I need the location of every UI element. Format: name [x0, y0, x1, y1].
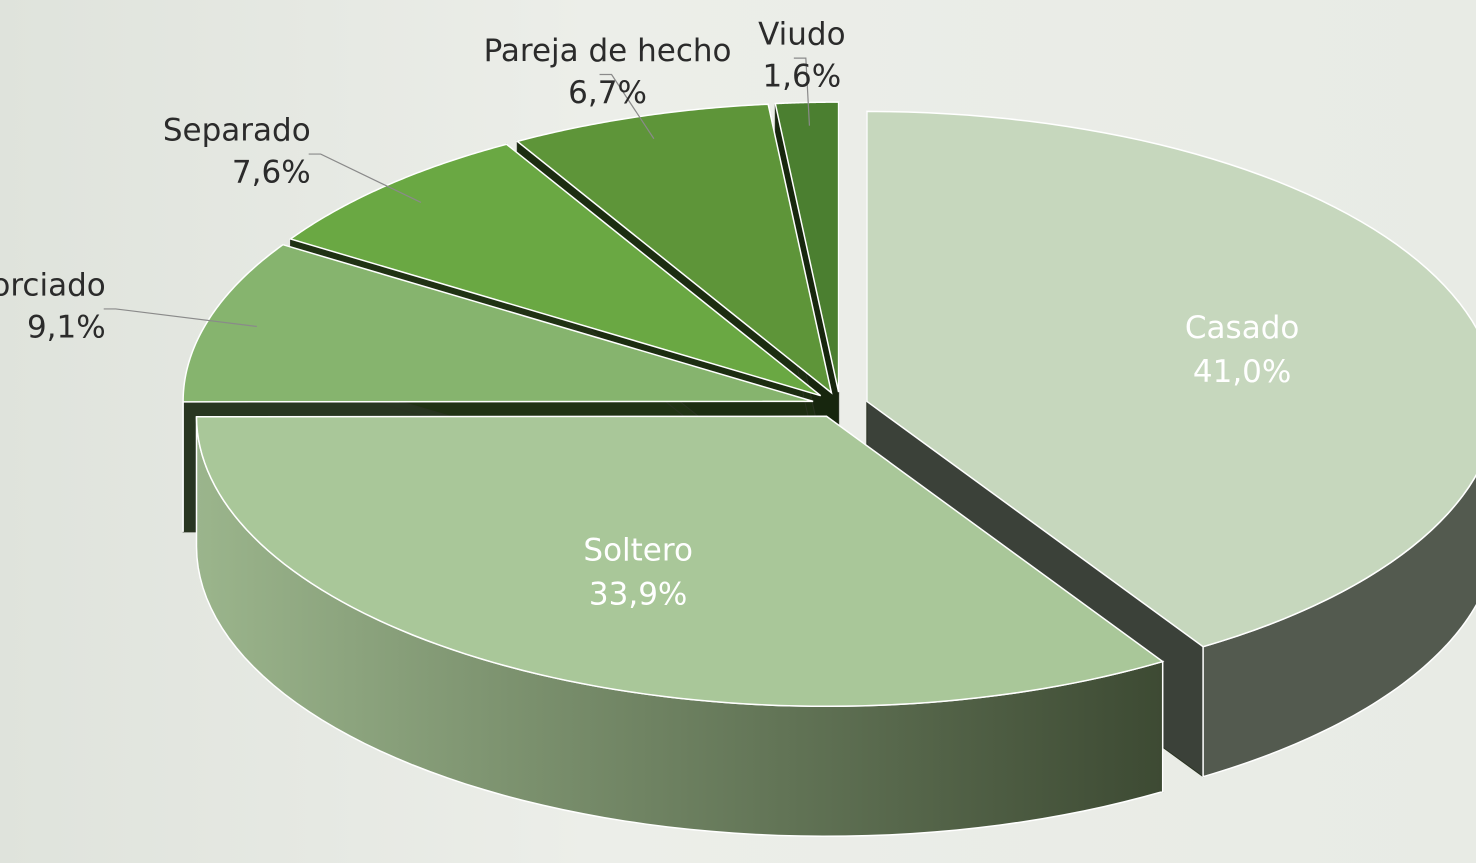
- layer: [182, 101, 1476, 708]
- leader-line: [793, 57, 811, 126]
- slice-label: Divorciado: [0, 267, 106, 303]
- slice-value-label: 41,0%: [1193, 354, 1291, 390]
- leader-line: [308, 153, 422, 204]
- slice-label: Separado: [163, 113, 311, 149]
- leader-line: [103, 308, 257, 328]
- slice-value-label: 7,6%: [232, 155, 311, 191]
- slice-label: Viudo: [758, 17, 845, 53]
- slice-value-label: 33,9%: [589, 576, 687, 612]
- slice-value-label: 1,6%: [762, 59, 841, 95]
- slice-label: Casado: [1185, 310, 1299, 346]
- layer: Casado 41,0% Soltero 33,9% Divorciado 9,1% Sep…: [0, 17, 1299, 613]
- slice: [515, 103, 833, 395]
- slice-label: Soltero: [583, 532, 693, 568]
- leader-line: [599, 73, 655, 140]
- slice: [774, 101, 840, 393]
- slice-label: Pareja de hecho: [484, 33, 732, 69]
- slice: [866, 110, 1476, 648]
- slice: [195, 415, 1165, 708]
- slice-value-label: 9,1%: [27, 309, 106, 345]
- slice-value-label: 6,7%: [568, 75, 647, 111]
